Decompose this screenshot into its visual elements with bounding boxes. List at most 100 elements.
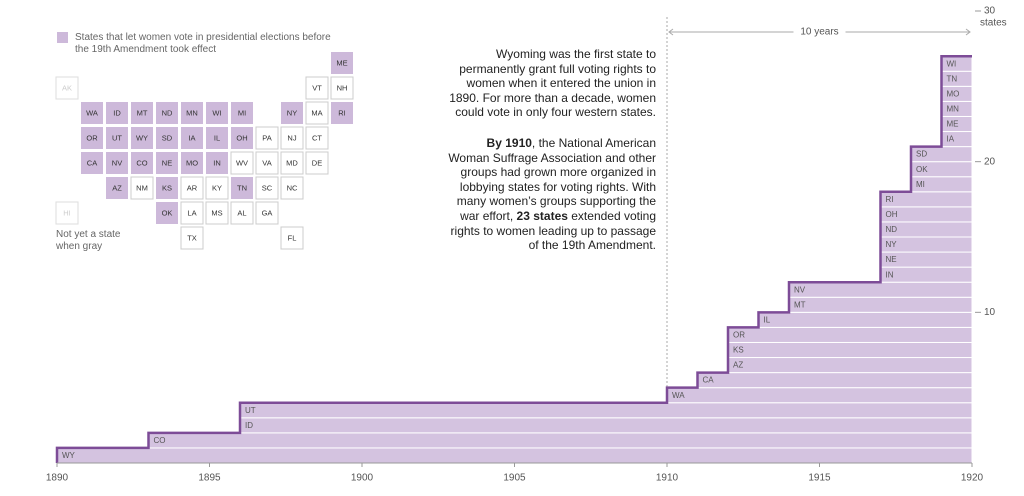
state-tile-label: AR [187, 183, 198, 192]
annotation-text: , the National American Woman Suffrage A… [448, 135, 656, 223]
state-tile-label: OH [236, 133, 247, 142]
state-tile-label: OR [86, 133, 98, 142]
state-tile [206, 102, 228, 124]
state-tile-label: TX [187, 233, 197, 242]
state-label: RI [886, 195, 894, 204]
state-label: ND [886, 225, 898, 234]
annotation-paragraph: By 1910, the National American Woman Suf… [445, 136, 656, 253]
state-tile-label: FL [288, 233, 297, 242]
state-label: MT [794, 300, 806, 309]
state-tile-label: ID [113, 108, 121, 117]
state-tile-label: MA [311, 108, 322, 117]
state-tile-label: AZ [112, 183, 122, 192]
state-tile [181, 127, 203, 149]
state-label: AZ [733, 361, 743, 370]
state-tile [231, 102, 253, 124]
state-tile-label: AK [62, 83, 72, 92]
y-tick-label: 30 [984, 6, 996, 17]
state-tile [330, 76, 354, 100]
state-tile [205, 201, 229, 225]
y-unit: states [980, 18, 1007, 29]
state-band [788, 296, 973, 313]
annotation-text: extended voting rights to women leading … [450, 208, 656, 253]
state-tile [230, 201, 254, 225]
x-tick-label: 1910 [656, 473, 679, 484]
state-tile [205, 176, 229, 200]
state-tile [156, 152, 178, 174]
state-tile [55, 76, 79, 100]
state-tile [106, 127, 128, 149]
x-tick-label: 1900 [351, 473, 374, 484]
state-tile-label: VT [312, 83, 322, 92]
state-tile-label: RI [338, 108, 346, 117]
annotation: Wyoming was the first state to permanent… [445, 47, 656, 269]
state-tile-label: GA [262, 208, 273, 217]
state-tile [180, 176, 204, 200]
x-tick-label: 1905 [503, 473, 526, 484]
state-band [697, 372, 973, 389]
state-tile [181, 102, 203, 124]
state-tile-label: TN [237, 183, 247, 192]
state-tile [305, 76, 329, 100]
state-tile [280, 226, 304, 250]
state-tile-label: KS [162, 183, 172, 192]
step-line [55, 54, 972, 463]
state-band [239, 417, 973, 434]
bracket-label: 10 years [800, 27, 838, 38]
state-tile-label: WV [236, 158, 248, 167]
state-tile-label: MD [286, 158, 298, 167]
state-tile-label: SD [162, 133, 173, 142]
state-tile-label: NC [287, 183, 298, 192]
state-tile-label: MO [186, 158, 198, 167]
state-tile [180, 226, 204, 250]
map-legend: States that let women vote in presidenti… [75, 32, 331, 55]
state-tile-label: NY [287, 108, 297, 117]
state-label: WA [672, 391, 685, 400]
state-label: OR [733, 331, 745, 340]
state-label: KS [733, 346, 744, 355]
state-tile [106, 102, 128, 124]
bracket-label-bg [793, 25, 846, 39]
state-band [880, 191, 973, 208]
state-tile-label: KY [212, 183, 222, 192]
state-label: TN [947, 74, 958, 83]
state-band [239, 402, 973, 419]
state-tile [281, 102, 303, 124]
state-tile-label: MN [186, 108, 198, 117]
state-tile-label: NE [162, 158, 172, 167]
state-tile [131, 102, 153, 124]
state-band [148, 432, 973, 449]
x-tick-label: 1920 [961, 473, 984, 484]
state-label: CO [154, 436, 166, 445]
annotation-text: Wyoming was the first state to permanent… [449, 47, 656, 120]
state-tile [280, 176, 304, 200]
state-tile-label: IN [213, 158, 221, 167]
state-tile-label: HI [63, 208, 71, 217]
y-tick-label: 20 [984, 156, 996, 167]
state-label: SD [916, 150, 927, 159]
state-tile-label: IL [214, 133, 220, 142]
state-tile-label: SC [262, 183, 273, 192]
state-tile [206, 152, 228, 174]
state-tile [81, 152, 103, 174]
state-label: NY [886, 240, 898, 249]
state-tile [230, 151, 254, 175]
state-tile-label: ME [336, 58, 347, 67]
state-tile [181, 152, 203, 174]
state-band [727, 341, 973, 359]
state-tile [106, 177, 128, 199]
state-tile-label: UT [112, 133, 122, 142]
state-band [758, 311, 973, 328]
state-tile-label: CA [87, 158, 97, 167]
annotation-text: By 1910 [486, 135, 532, 150]
state-label: IL [764, 315, 771, 324]
state-tile [331, 52, 353, 74]
state-tile-label: CT [312, 133, 322, 142]
state-tile [255, 151, 279, 175]
state-tile [55, 201, 79, 225]
state-tile-label: NV [112, 158, 122, 167]
state-tile [180, 201, 204, 225]
state-tile-label: DE [312, 158, 322, 167]
